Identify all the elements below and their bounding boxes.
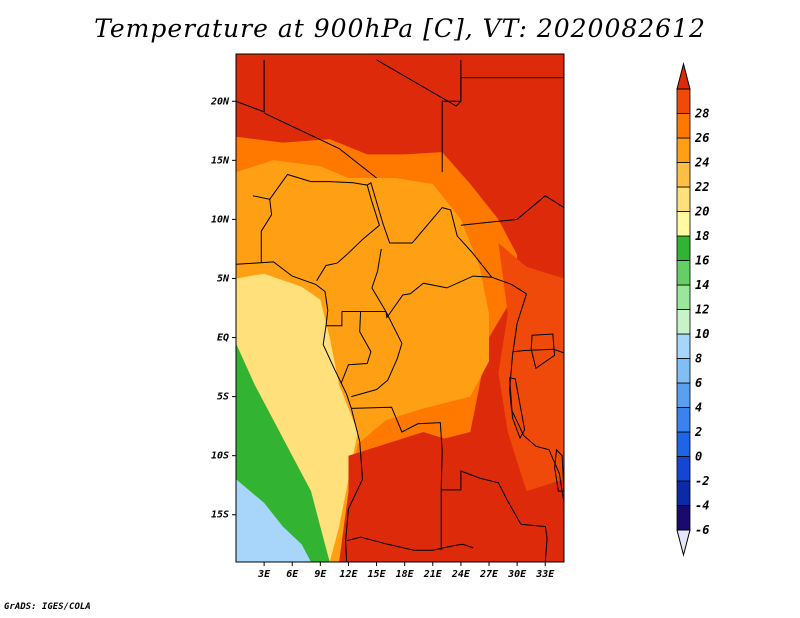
- colorbar-swatch: [676, 260, 691, 286]
- colorbar-label: 18: [695, 229, 709, 243]
- x-tick-label: 12E: [339, 569, 358, 580]
- grads-credit: GrADS: IGES/COLA: [4, 602, 91, 612]
- border-line: [509, 293, 564, 503]
- border-line: [520, 523, 548, 562]
- country-borders: [236, 59, 564, 562]
- colorbar-label: 8: [695, 352, 702, 366]
- colorbar-label: 16: [695, 254, 709, 268]
- colorbar-swatch: [676, 186, 691, 212]
- border-line: [236, 261, 364, 562]
- x-tick-label: 3E: [257, 569, 271, 580]
- border-line: [371, 248, 527, 319]
- border-line: [269, 173, 380, 282]
- colorbar-label: 14: [695, 278, 709, 292]
- border-line: [512, 348, 564, 354]
- colorbar-swatch: [676, 480, 691, 506]
- colorbar-swatch: [676, 113, 691, 139]
- border-line: [346, 536, 474, 551]
- colorbar-label: 24: [694, 156, 709, 170]
- colorbar-label: 22: [694, 180, 709, 194]
- y-tick-label: 5N: [217, 273, 230, 284]
- border-line: [351, 311, 403, 398]
- lake-outline: [530, 333, 556, 370]
- colorbar-swatch: [676, 162, 691, 188]
- border-line: [340, 311, 372, 384]
- border-line: [460, 77, 564, 102]
- colorbar-swatch: [676, 333, 691, 359]
- x-tick-label: 15E: [368, 569, 387, 580]
- x-tick-label: 6E: [286, 569, 299, 580]
- colorbar-label: 0: [695, 450, 702, 464]
- colorbar-label: 6: [695, 376, 702, 390]
- lake-outline: [509, 377, 526, 440]
- region-southwest-atlantic: [236, 479, 311, 562]
- colorbar-swatch: [676, 211, 691, 237]
- x-tick-label: 30E: [507, 569, 527, 580]
- colorbar-label: 12: [695, 303, 709, 317]
- x-tick-label: 27E: [479, 569, 499, 580]
- x-tick-label: 33E: [535, 569, 555, 580]
- map-frame: [235, 53, 565, 563]
- colorbar-swatch: [676, 431, 691, 457]
- colorbar-label: -2: [695, 474, 709, 488]
- colorbar-low-triangle: [676, 529, 691, 557]
- y-tick-label: 5S: [217, 392, 229, 403]
- border-line: [236, 59, 265, 113]
- colorbar-swatch: [676, 358, 691, 384]
- colorbar-label: 28: [694, 107, 709, 121]
- region-east-africa-hot: [498, 243, 564, 492]
- lake-outline: [554, 448, 564, 492]
- region-southern-africa-hot: [339, 432, 518, 562]
- colorbar-swatch: [676, 505, 691, 531]
- border-line: [326, 311, 343, 327]
- x-tick-label: 18E: [396, 569, 415, 580]
- colorbar-label: -4: [695, 499, 709, 513]
- y-tick-label: 15S: [211, 510, 229, 521]
- colorbar-label: -6: [695, 523, 709, 537]
- colorbar-swatch: [676, 456, 691, 482]
- border-line: [252, 195, 273, 264]
- y-tick-label: 10S: [211, 451, 229, 462]
- x-axis: 3E 6E 9E 12E 15E 18E 21E 24E 27E 30E 33E: [257, 562, 555, 580]
- y-tick-label: 20N: [210, 96, 230, 107]
- colorbar-label: 10: [695, 327, 709, 341]
- chart-title: Temperature at 900hPa [C], VT: 202008261…: [94, 14, 706, 43]
- colorbar-swatch: [676, 382, 691, 408]
- y-axis: 20N 15N 10N 5N EQ 5S 10S 15S: [210, 96, 236, 521]
- x-tick-label: 9E: [314, 569, 327, 580]
- x-tick-label: 21E: [423, 569, 443, 580]
- colorbar-label: 20: [694, 205, 709, 219]
- y-tick-label: 15N: [211, 155, 230, 166]
- border-line: [441, 100, 461, 173]
- colorbar-label: 2: [694, 425, 702, 439]
- border-line: [263, 112, 377, 179]
- colorbar-swatch: [676, 309, 691, 335]
- colorbar-swatch: [676, 284, 691, 310]
- colorbar-swatch: [676, 88, 691, 114]
- colorbar-label: 26: [694, 131, 709, 145]
- temperature-field: [236, 54, 564, 562]
- colorbar-high-triangle: [676, 62, 691, 90]
- border-line: [366, 182, 493, 278]
- border-line: [460, 195, 564, 226]
- colorbar-swatch: [676, 235, 691, 261]
- y-tick-label: 10N: [211, 214, 230, 225]
- y-tick-label: EQ: [217, 333, 229, 344]
- x-tick-label: 24E: [451, 569, 471, 580]
- colorbar-label: 4: [695, 401, 702, 415]
- colorbar-swatch: [676, 137, 691, 163]
- colorbar-swatch: [676, 407, 691, 433]
